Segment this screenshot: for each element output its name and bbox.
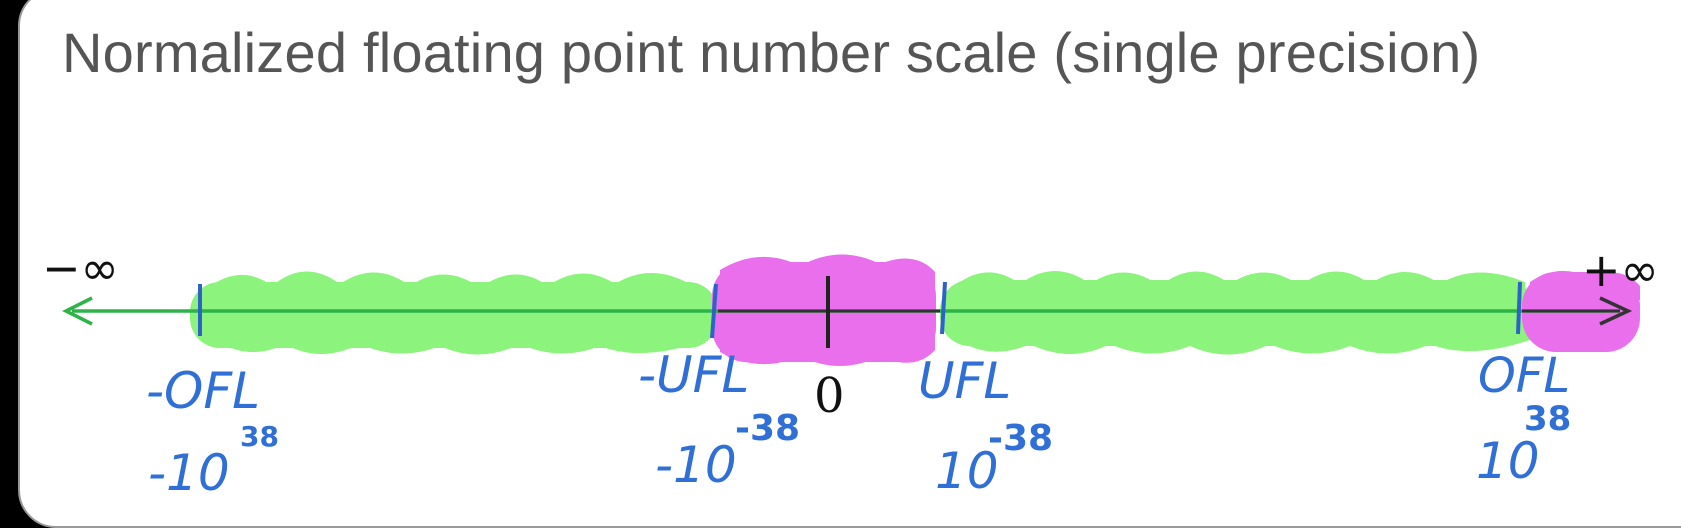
left-arrow-icon bbox=[62, 296, 93, 326]
ofl-value-base: 10 bbox=[1476, 432, 1540, 490]
neg-infinity-label: −∞ bbox=[42, 241, 119, 295]
ofl-label: OFL bbox=[1478, 348, 1570, 404]
neg-ofl-value-base: -10 bbox=[148, 444, 230, 501]
tick-ufl bbox=[940, 281, 947, 335]
right-arrow-icon bbox=[1599, 296, 1633, 326]
green-band-positive bbox=[940, 271, 1535, 355]
neg-ufl-value-exponent: -38 bbox=[735, 408, 800, 449]
tick-neg-ufl bbox=[710, 283, 718, 339]
ufl-label: UFL bbox=[918, 352, 1011, 410]
neg-ofl-value-exponent: 38 bbox=[240, 420, 279, 453]
ofl-value-exponent: 38 bbox=[1524, 399, 1571, 439]
neg-ufl-value-base: -10 bbox=[655, 436, 737, 494]
ufl-value-exponent: -38 bbox=[988, 418, 1053, 459]
green-band-negative bbox=[190, 271, 718, 355]
number-scale-diagram: −∞ +∞ -OFL -10 38 -UFL -10 -38 0 UFL 10 … bbox=[42, 241, 1659, 501]
ufl-value-base: 10 bbox=[935, 442, 999, 500]
neg-ufl-label: -UFL bbox=[638, 346, 749, 404]
page-title: Normalized floating point number scale (… bbox=[62, 21, 1481, 84]
zero-label: 0 bbox=[814, 368, 845, 424]
pos-infinity-label: +∞ bbox=[1582, 243, 1659, 297]
neg-ofl-label: -OFL bbox=[146, 362, 260, 420]
tick-ofl bbox=[1516, 281, 1522, 335]
